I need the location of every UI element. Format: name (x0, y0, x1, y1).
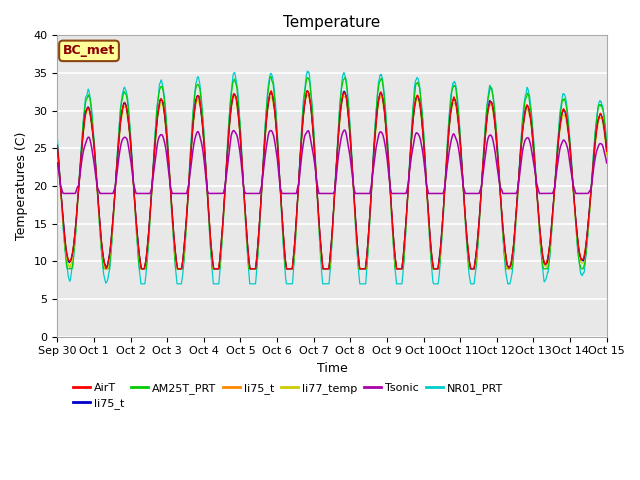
Text: BC_met: BC_met (63, 44, 115, 58)
Title: Temperature: Temperature (284, 15, 381, 30)
X-axis label: Time: Time (317, 362, 348, 375)
Legend: AirT, li75_t, AM25T_PRT, li75_t, li77_temp, Tsonic, NR01_PRT: AirT, li75_t, AM25T_PRT, li75_t, li77_te… (68, 378, 508, 414)
Y-axis label: Temperatures (C): Temperatures (C) (15, 132, 28, 240)
